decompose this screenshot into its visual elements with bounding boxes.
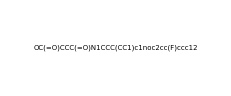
Text: OC(=O)CCC(=O)N1CCC(CC1)c1noc2cc(F)ccc12: OC(=O)CCC(=O)N1CCC(CC1)c1noc2cc(F)ccc12 [33, 45, 198, 51]
